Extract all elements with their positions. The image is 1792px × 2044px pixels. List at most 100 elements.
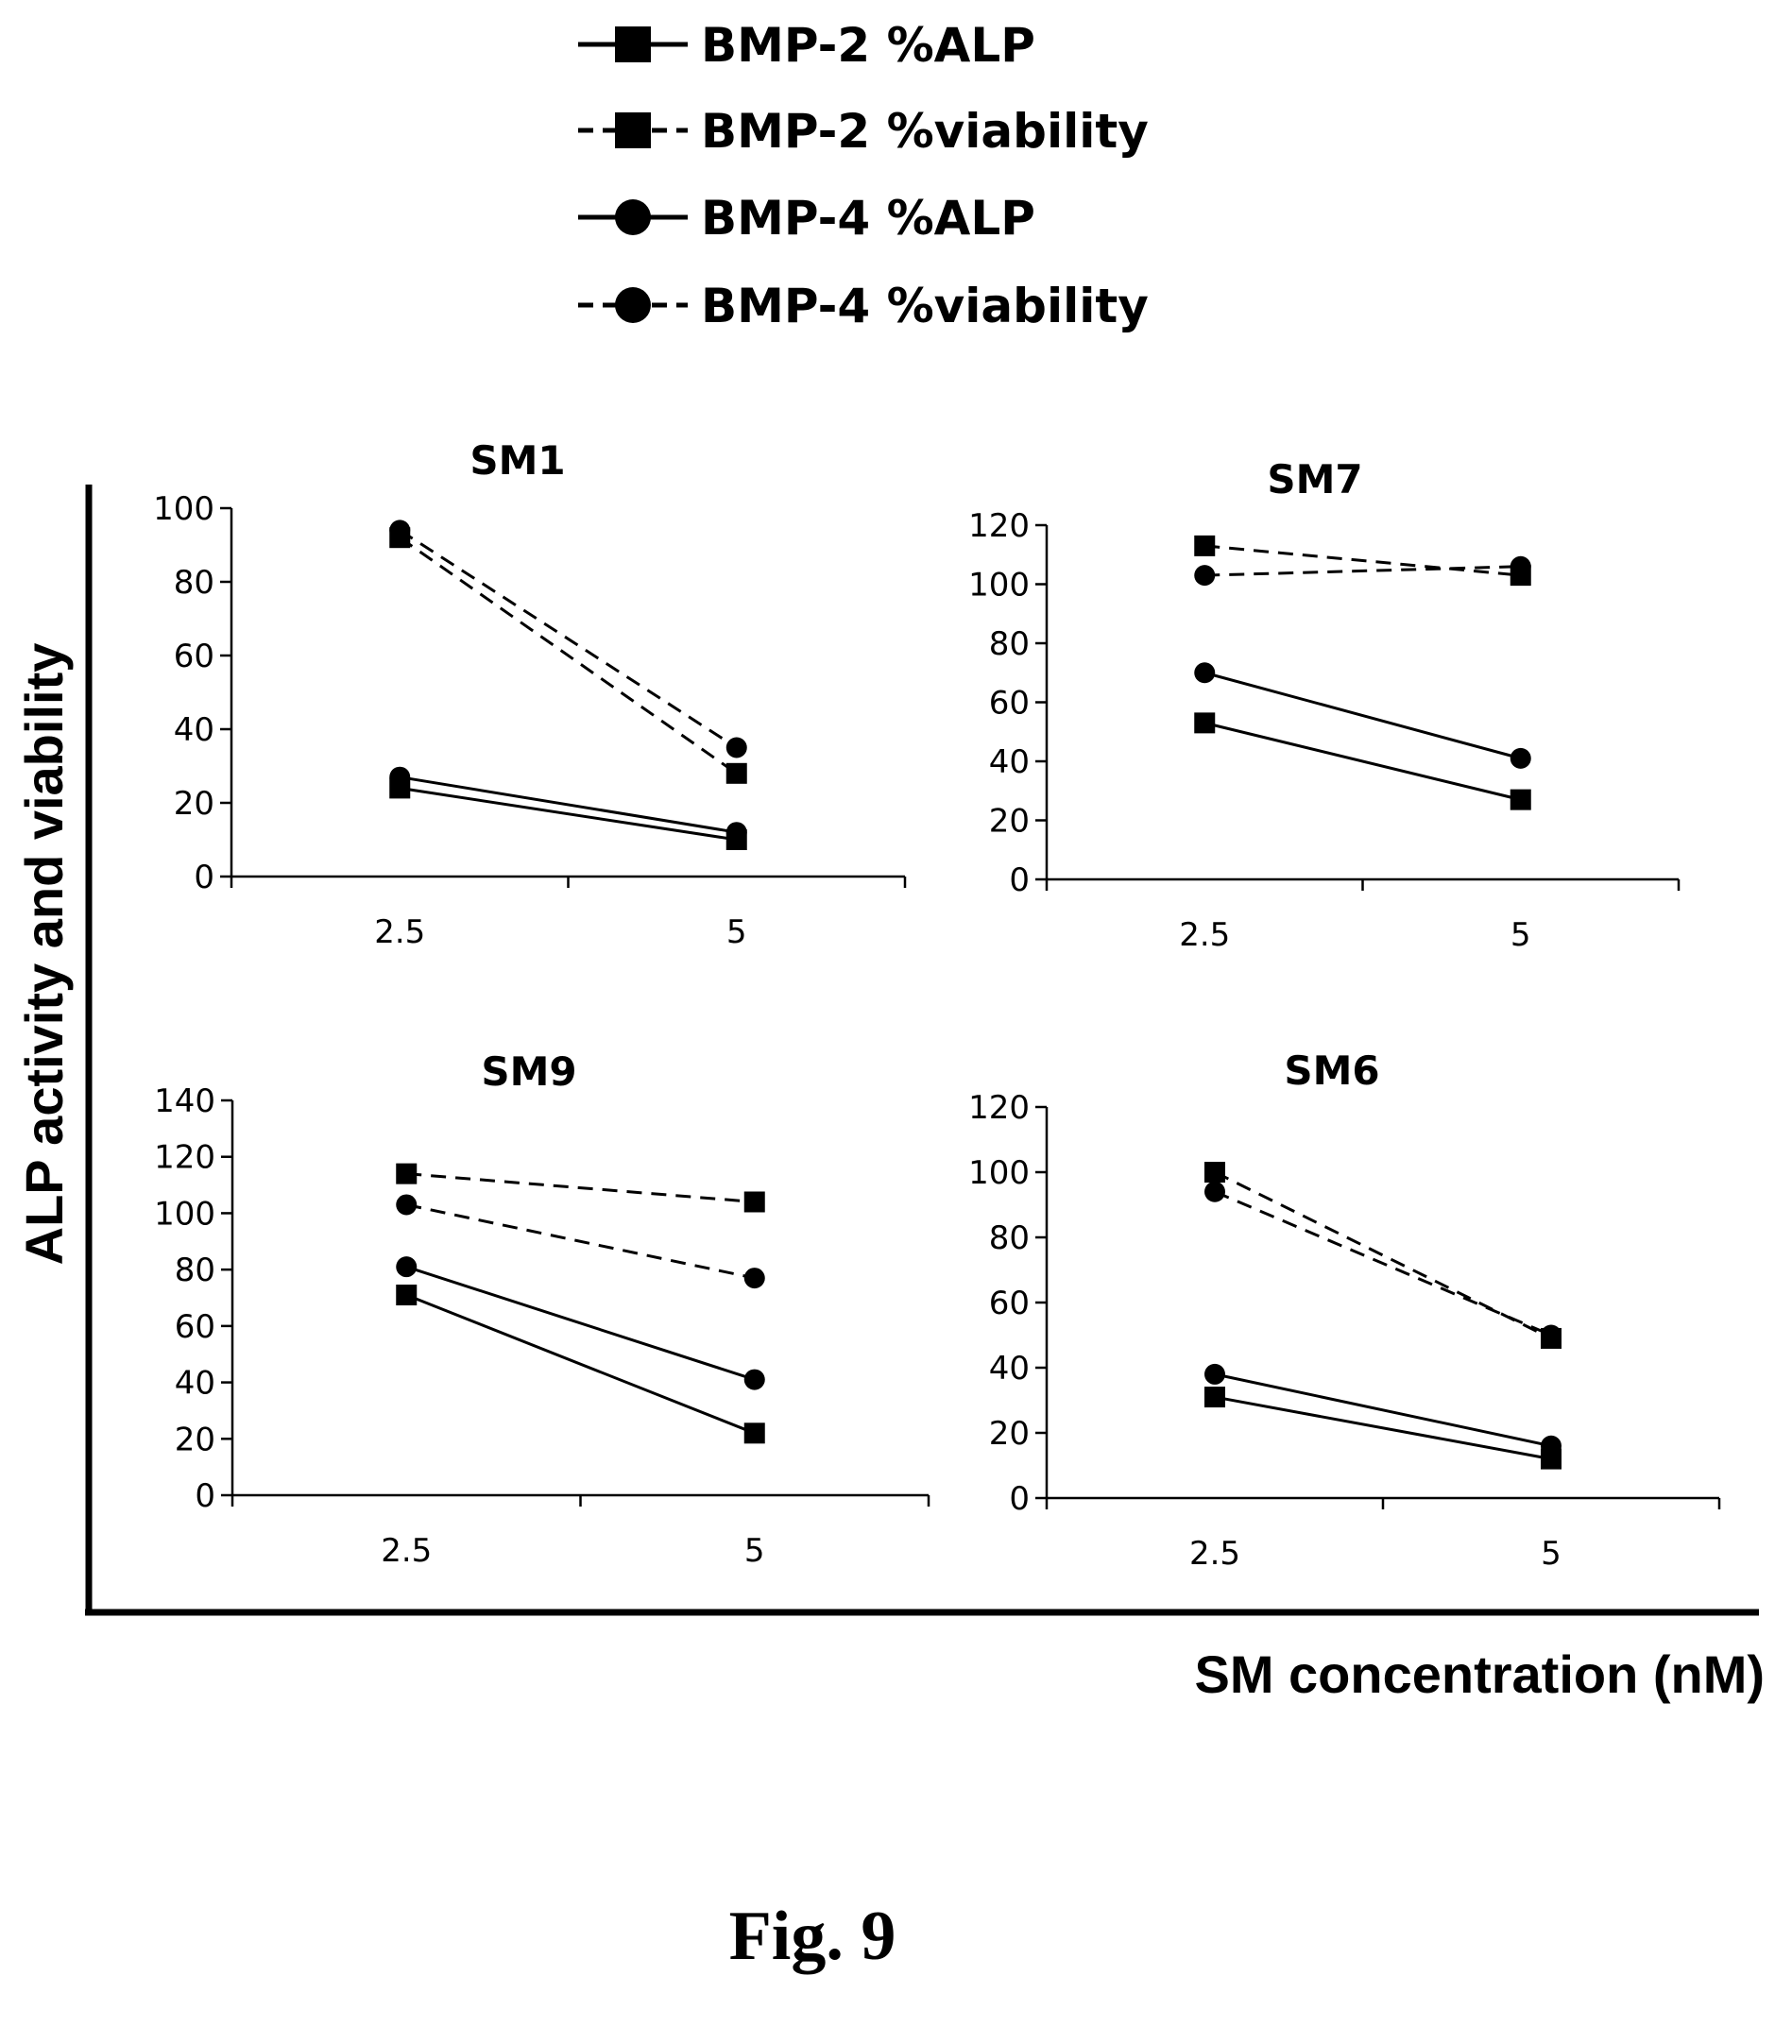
circle-marker-icon (615, 287, 651, 323)
circle-data-point (396, 1194, 418, 1216)
y-tick-label: 60 (989, 1285, 1030, 1322)
y-tick-label: 0 (194, 859, 214, 896)
panel-title: SM1 (469, 437, 565, 484)
y-tick-label: 120 (968, 1089, 1030, 1127)
y-tick-label: 40 (989, 1350, 1030, 1388)
y-tick-label: 80 (989, 1219, 1030, 1257)
y-tick-label: 0 (1009, 1480, 1030, 1518)
circle-data-point (725, 737, 747, 758)
series-line (1214, 1372, 1552, 1448)
x-tick-label: 5 (744, 1532, 765, 1570)
y-tick-label: 40 (174, 711, 214, 749)
panel-title: SM7 (1267, 456, 1362, 502)
y-tick-label: 80 (989, 625, 1030, 663)
panel-sm9: SM9 0 20 40 60 80 100 120 140 2.5 5 (154, 1048, 930, 1570)
y-tick-label: 60 (174, 638, 214, 675)
circle-data-point (1541, 1435, 1562, 1456)
legend-label: BMP-2 %ALP (701, 18, 1035, 73)
y-tick-label: 40 (989, 743, 1030, 781)
circle-data-point (389, 520, 411, 541)
y-tick-label: 80 (175, 1252, 215, 1289)
x-tick-label: 5 (1510, 916, 1531, 954)
y-tick-label: 20 (989, 1415, 1030, 1453)
x-tick-label: 2.5 (374, 913, 425, 951)
legend-label: BMP-4 %ALP (701, 191, 1035, 246)
series-line (1203, 721, 1522, 802)
circle-data-point (1204, 1181, 1225, 1202)
circle-data-point (1510, 747, 1531, 769)
legend: BMP-2 %ALP BMP-2 %viability BMP-4 %ALP B… (578, 18, 1149, 333)
y-tick-label: 140 (154, 1082, 215, 1120)
x-tick-label: 5 (1541, 1535, 1562, 1573)
legend-label: BMP-4 %viability (701, 279, 1149, 333)
series-line (1214, 1395, 1552, 1461)
y-tick-label: 20 (175, 1421, 215, 1458)
legend-label: BMP-2 %viability (701, 104, 1149, 159)
square-data-point (396, 1163, 418, 1184)
x-axis-title: SM concentration (nM) (1194, 1644, 1765, 1704)
square-data-point (1204, 1162, 1225, 1183)
legend-entry-bmp2-alp: BMP-2 %ALP (578, 18, 1035, 73)
square-data-point (396, 1285, 418, 1306)
panel-title: SM9 (481, 1048, 576, 1095)
circle-data-point (743, 1369, 765, 1390)
x-tick-label: 2.5 (1179, 916, 1230, 954)
figure-caption: Fig. 9 (729, 1898, 896, 1975)
y-tick-label: 120 (968, 507, 1030, 545)
circle-data-point (396, 1256, 418, 1278)
series-line (400, 775, 737, 834)
series-line (1204, 565, 1521, 577)
series-line (1204, 544, 1521, 577)
series-line (405, 1265, 756, 1382)
x-tick-label: 2.5 (1189, 1535, 1240, 1573)
y-tick-label: 100 (154, 1195, 215, 1233)
circle-data-point (1194, 662, 1216, 684)
y-tick-label: 80 (174, 564, 214, 602)
square-data-point (1194, 535, 1216, 556)
circle-data-point (1204, 1363, 1225, 1385)
series-line (406, 1172, 755, 1203)
series-line (405, 1293, 756, 1435)
y-tick-label: 40 (175, 1365, 215, 1403)
y-tick-label: 0 (1009, 861, 1030, 899)
panel-sm7: SM7 0 20 40 60 80 100 120 2.5 5 (968, 456, 1681, 954)
circle-data-point (1510, 555, 1531, 577)
y-tick-label: 100 (153, 490, 214, 528)
legend-entry-bmp2-viability: BMP-2 %viability (578, 104, 1149, 159)
circle-data-point (1194, 565, 1216, 587)
square-data-point (1510, 789, 1531, 810)
legend-entry-bmp4-viability: BMP-4 %viability (578, 279, 1149, 333)
square-data-point (1194, 712, 1216, 734)
square-data-point (743, 1422, 765, 1444)
series-line (400, 786, 737, 842)
x-tick-label: 5 (726, 913, 747, 951)
panel-title: SM6 (1284, 1048, 1379, 1094)
y-tick-label: 20 (174, 785, 214, 823)
series-line (399, 529, 738, 749)
y-tick-label: 100 (968, 1154, 1030, 1192)
panel-sm6: SM6 0 20 40 60 80 100 120 2.5 5 (968, 1048, 1721, 1573)
series-line (1203, 671, 1522, 760)
circle-marker-icon (615, 199, 651, 235)
y-tick-label: 20 (989, 803, 1030, 841)
y-tick-label: 0 (195, 1477, 215, 1515)
y-tick-label: 60 (175, 1308, 215, 1346)
series-line (1214, 1170, 1552, 1340)
circle-data-point (389, 766, 411, 788)
y-tick-label: 100 (968, 567, 1030, 605)
square-marker-icon (615, 26, 651, 62)
y-axis-title: ALP activity and viability (14, 643, 74, 1266)
square-data-point (743, 1191, 765, 1213)
legend-entry-bmp4-alp: BMP-4 %ALP (578, 191, 1035, 246)
square-data-point (725, 762, 747, 784)
series-line (1214, 1190, 1552, 1337)
series-line (399, 536, 738, 775)
x-tick-label: 2.5 (381, 1532, 432, 1570)
y-tick-label: 60 (989, 685, 1030, 723)
square-data-point (1204, 1387, 1225, 1408)
panel-sm1: SM1 0 20 40 60 80 100 2.5 5 (153, 437, 907, 951)
circle-data-point (743, 1268, 765, 1289)
square-marker-icon (615, 112, 651, 148)
series-line (405, 1203, 756, 1280)
